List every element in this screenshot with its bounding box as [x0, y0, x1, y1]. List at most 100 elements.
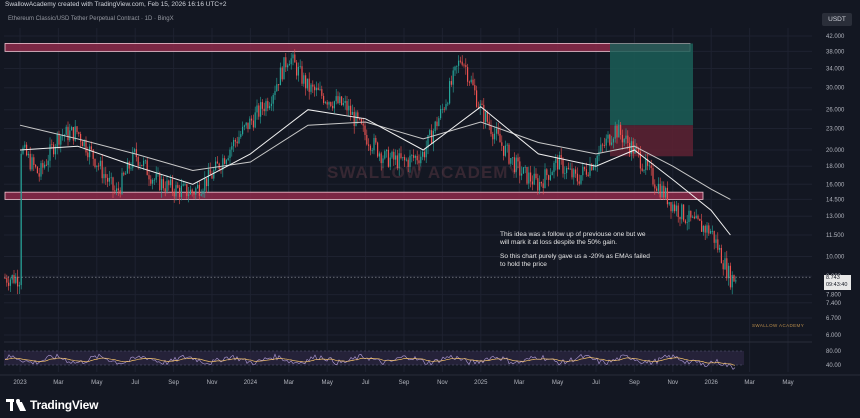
- candle-body: [173, 191, 175, 197]
- candle-body: [576, 173, 578, 182]
- candle-body: [427, 135, 429, 148]
- candle-body: [8, 282, 10, 286]
- candle-body: [679, 217, 681, 220]
- candle-body: [269, 106, 271, 109]
- candle-body: [229, 149, 231, 159]
- candle-body: [42, 163, 44, 168]
- candle-body: [468, 81, 470, 83]
- candle-body: [560, 155, 562, 159]
- candle-body: [236, 141, 238, 144]
- candle-body: [351, 111, 353, 115]
- candle-body: [60, 136, 62, 145]
- candle-body: [112, 177, 114, 191]
- candle-body: [535, 173, 537, 179]
- candle-body: [310, 84, 312, 92]
- candle-body: [699, 218, 701, 221]
- candle-body: [548, 175, 550, 180]
- candle-body: [348, 105, 350, 111]
- candle-body: [326, 102, 328, 105]
- candle-body: [33, 157, 35, 165]
- candle-body: [287, 65, 289, 68]
- candle-body: [582, 166, 584, 176]
- candle-body: [378, 153, 380, 157]
- candle-body: [728, 265, 730, 279]
- candle-body: [391, 151, 393, 158]
- candle-body: [657, 183, 659, 191]
- candle-body: [713, 230, 715, 243]
- candle-body: [589, 164, 591, 176]
- tradingview-logo-icon: [6, 399, 27, 411]
- candle-body: [611, 142, 613, 145]
- candle-body: [632, 141, 634, 154]
- candle-body: [6, 278, 8, 283]
- candle-body: [193, 192, 195, 195]
- candle-body: [434, 121, 436, 131]
- rsi-tick-label: 80.00: [826, 349, 842, 355]
- candle-body: [593, 166, 595, 171]
- candle-body: [569, 168, 571, 170]
- candle-body: [83, 139, 85, 147]
- candle-body: [506, 144, 508, 146]
- ema-fast-line: [19, 106, 731, 236]
- y-tick-label: 38.000: [826, 49, 845, 55]
- candle-body: [405, 159, 407, 161]
- candle-body: [666, 187, 668, 205]
- candle-body: [69, 130, 71, 141]
- candle-body: [692, 216, 694, 218]
- x-tick-label: May: [782, 380, 793, 386]
- candle-body: [332, 105, 334, 109]
- candle-body: [479, 103, 481, 108]
- candle-body: [233, 140, 235, 147]
- candle-body: [488, 121, 490, 126]
- candle-body: [542, 183, 544, 188]
- y-tick-label: 34.000: [826, 66, 845, 72]
- candle-body: [144, 160, 146, 162]
- candle-body: [96, 165, 98, 168]
- candle-body: [65, 126, 67, 135]
- y-tick-label: 11.500: [826, 233, 845, 239]
- candle-body: [29, 153, 31, 170]
- candle-body: [105, 174, 107, 178]
- candle-body: [684, 220, 686, 223]
- candle-body: [328, 102, 330, 105]
- rsi-band: [4, 351, 744, 365]
- candle-body: [441, 108, 443, 110]
- candle-body: [267, 101, 269, 109]
- candle-body: [724, 258, 726, 270]
- currency-button[interactable]: USDT: [822, 13, 852, 26]
- candle-body: [477, 106, 479, 108]
- candle-body: [94, 158, 96, 168]
- candle-body: [659, 183, 661, 198]
- candle-body: [364, 125, 366, 135]
- candle-body: [648, 165, 650, 167]
- candle-body: [251, 118, 253, 121]
- candle-body: [641, 168, 643, 171]
- candle-body: [359, 118, 361, 120]
- candle-body: [425, 147, 427, 158]
- candle-body: [119, 190, 121, 194]
- candle-body: [238, 137, 240, 144]
- x-tick-label: Jul: [362, 380, 370, 386]
- candle-body: [508, 144, 510, 164]
- candle-body: [314, 86, 316, 91]
- tradingview-logo[interactable]: TradingView: [6, 397, 98, 413]
- annotation-para-2: So this chart purely gave us a -20% as E…: [500, 253, 650, 268]
- candle-body: [54, 146, 56, 155]
- rsi-ma-line: [4, 357, 736, 366]
- candle-body: [652, 168, 654, 185]
- candle-body: [528, 172, 530, 184]
- candle-body: [44, 164, 46, 168]
- candle-body: [204, 178, 206, 191]
- candle-body: [342, 102, 344, 105]
- candle-body: [333, 101, 335, 109]
- candle-body: [602, 144, 604, 146]
- candle-body: [404, 157, 406, 161]
- candle-body: [492, 133, 494, 140]
- candle-body: [465, 65, 467, 68]
- candle-body: [416, 155, 418, 161]
- candle-body: [319, 89, 321, 90]
- candle-body: [216, 161, 218, 164]
- x-tick-label: May: [322, 380, 333, 386]
- candle-body: [618, 124, 620, 138]
